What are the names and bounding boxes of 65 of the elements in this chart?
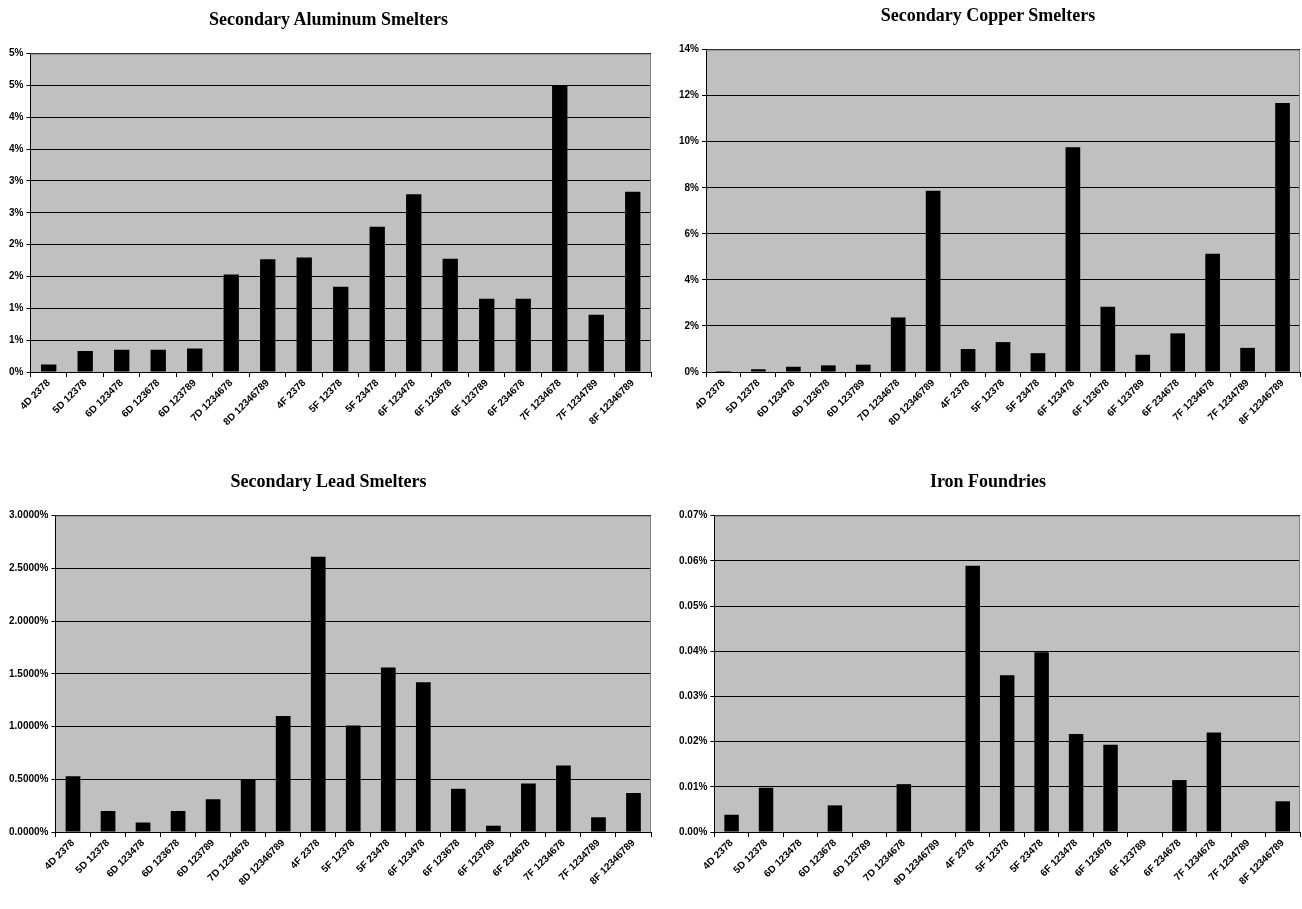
y-tick-label: 6%: [684, 227, 700, 239]
bar: [855, 364, 871, 372]
bar: [114, 349, 130, 372]
y-tick-label: 0.03%: [679, 690, 708, 702]
y-tick-label: 0.05%: [679, 599, 708, 611]
bar: [724, 814, 739, 832]
chart-title: Secondary Aluminum Smelters: [208, 9, 449, 30]
chart-title: Secondary Lead Smelters: [230, 471, 427, 492]
y-tick-label: 1.0000%: [8, 720, 49, 732]
y-tick-label: 0.01%: [679, 780, 708, 792]
y-tick-label: 4%: [684, 273, 700, 285]
bar: [521, 783, 536, 832]
bar: [170, 810, 186, 832]
y-tick-label: 3%: [9, 174, 24, 186]
bar: [187, 348, 203, 372]
y-tick-label: 0.02%: [679, 735, 708, 747]
bar: [135, 822, 151, 832]
y-tick-label: 3.0000%: [8, 509, 49, 521]
y-tick-label: 2%: [684, 319, 700, 331]
bar: [786, 366, 801, 372]
bar: [77, 351, 93, 372]
bar: [486, 825, 501, 832]
y-tick-label: 0.07%: [679, 509, 708, 521]
y-tick-label: 10%: [679, 135, 700, 147]
y-tick-label: 8%: [684, 181, 700, 193]
y-tick-label: 4%: [9, 142, 24, 154]
bar: [1240, 347, 1255, 372]
bar: [450, 788, 466, 832]
bar: [205, 799, 221, 832]
bar: [591, 817, 606, 832]
bar: [1135, 354, 1151, 372]
bar: [1170, 333, 1186, 372]
y-tick-label: 5%: [9, 79, 24, 91]
bar: [1275, 801, 1291, 832]
y-tick-label: 1.5000%: [8, 667, 49, 679]
bar: [820, 365, 836, 372]
bar: [960, 349, 976, 372]
y-tick-label: 1%: [9, 302, 24, 314]
y-tick-label: 4%: [9, 111, 24, 123]
y-tick-label: 12%: [679, 89, 700, 101]
bar: [995, 342, 1011, 372]
y-tick-label: 0.06%: [679, 554, 708, 566]
bar: [626, 793, 641, 832]
chart-title: Secondary Copper Smelters: [880, 5, 1096, 26]
bar: [751, 369, 766, 372]
y-tick-label: 0.5000%: [8, 773, 49, 785]
bar: [1030, 353, 1046, 372]
y-tick-label: 0.0000%: [8, 825, 49, 837]
y-tick-label: 2%: [9, 270, 24, 282]
y-tick-label: 0.04%: [679, 644, 708, 656]
y-tick-label: 0.00%: [679, 825, 708, 837]
y-tick-label: 2.5000%: [8, 562, 49, 574]
y-tick-label: 0%: [684, 365, 700, 377]
bar: [150, 349, 166, 372]
y-tick-label: 14%: [679, 43, 700, 55]
y-tick-label: 2.0000%: [8, 614, 49, 626]
y-tick-label: 2%: [9, 238, 24, 250]
y-tick-label: 5%: [9, 47, 24, 59]
chart-title: Iron Foundries: [929, 471, 1047, 492]
bar: [827, 805, 843, 832]
bar: [41, 364, 57, 372]
y-tick-label: 1%: [9, 333, 24, 345]
bar: [100, 810, 116, 832]
y-tick-label: 0%: [9, 365, 24, 377]
y-tick-label: 3%: [9, 206, 24, 218]
